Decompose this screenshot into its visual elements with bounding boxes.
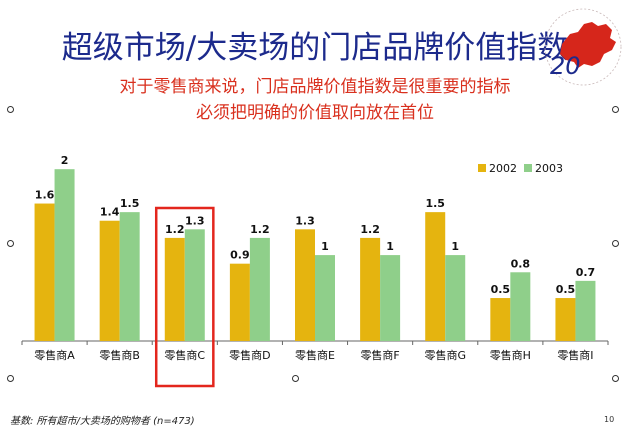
- bar-2003-3: [184, 229, 205, 341]
- data-label: 1: [386, 240, 394, 253]
- data-label: 1.2: [250, 223, 270, 236]
- bar-2003-9: [575, 280, 596, 341]
- data-label: 1.2: [360, 223, 380, 236]
- footnote: 基数: 所有超市/大卖场的购物者 (n=473): [10, 416, 195, 427]
- data-label: 1.6: [35, 189, 55, 202]
- bar-2003-4: [249, 237, 270, 341]
- category-label: 零售商H: [490, 348, 531, 362]
- data-label: 0.5: [556, 283, 576, 296]
- bar-2003-1: [54, 169, 75, 341]
- legend-swatch-2003: [524, 164, 532, 172]
- bullet-dot-right-3: [612, 375, 619, 382]
- bullet-dot-left-1: [7, 106, 14, 113]
- data-label: 1.5: [425, 197, 445, 210]
- bar-2002-6: [360, 237, 381, 341]
- data-label: 1.5: [120, 197, 140, 210]
- highlight-box: [154, 206, 215, 388]
- subtitle-line-2: 必须把明确的价值取向放在首位: [196, 103, 434, 123]
- bar-2002-3: [164, 237, 185, 341]
- data-label: 1.4: [100, 206, 120, 219]
- bar-2003-6: [380, 255, 401, 341]
- data-label: 0.9: [230, 249, 250, 262]
- bullet-dot-right-1: [612, 106, 619, 113]
- data-label: 1.2: [165, 223, 185, 236]
- bar-2002-1: [34, 203, 55, 341]
- legend-swatch-2002: [478, 164, 486, 172]
- bar-2003-2: [119, 212, 140, 341]
- category-label: 零售商G: [424, 348, 466, 362]
- category-label: 零售商A: [34, 348, 75, 362]
- legend-label: 2002: [489, 162, 517, 175]
- bar-2003-7: [445, 255, 466, 341]
- legend-label: 2003: [535, 162, 563, 175]
- category-label: 零售商E: [295, 348, 335, 362]
- data-label: 2: [61, 154, 69, 167]
- category-label: 零售商C: [164, 348, 205, 362]
- bar-2002-4: [229, 263, 250, 341]
- logo-number: 20: [550, 52, 581, 80]
- data-label: 1: [321, 240, 329, 253]
- china-map-logo-icon: 20: [544, 8, 622, 86]
- bullet-dot-left-3: [7, 375, 14, 382]
- page-number: 10: [604, 415, 615, 424]
- bar-2003-5: [315, 255, 335, 341]
- bullet-dot-left-2: [7, 240, 14, 247]
- bar-2002-8: [490, 298, 511, 341]
- category-label: 零售商D: [229, 348, 270, 362]
- category-label: 零售商B: [99, 348, 140, 362]
- data-label: 1.3: [185, 214, 205, 227]
- category-label: 零售商F: [360, 348, 399, 362]
- data-label: 1.3: [295, 214, 315, 227]
- bar-2002-2: [99, 220, 120, 341]
- subtitle-line-1: 对于零售商来说，门店品牌价值指数是很重要的指标: [119, 77, 511, 97]
- bullet-dot-bottom-center: [292, 375, 299, 382]
- slide-title: 超级市场/大卖场的门店品牌价值指数: [61, 30, 569, 66]
- category-label: 零售商I: [557, 348, 593, 362]
- bullet-dot-right-2: [612, 240, 619, 247]
- data-label: 0.7: [576, 266, 596, 279]
- data-label: 1: [451, 240, 459, 253]
- bar-2003-8: [510, 272, 531, 341]
- bar-2002-9: [555, 298, 576, 341]
- data-label: 0.5: [491, 283, 511, 296]
- bar-2002-5: [295, 229, 315, 341]
- bar-2002-7: [425, 212, 446, 341]
- data-label: 0.8: [511, 257, 531, 270]
